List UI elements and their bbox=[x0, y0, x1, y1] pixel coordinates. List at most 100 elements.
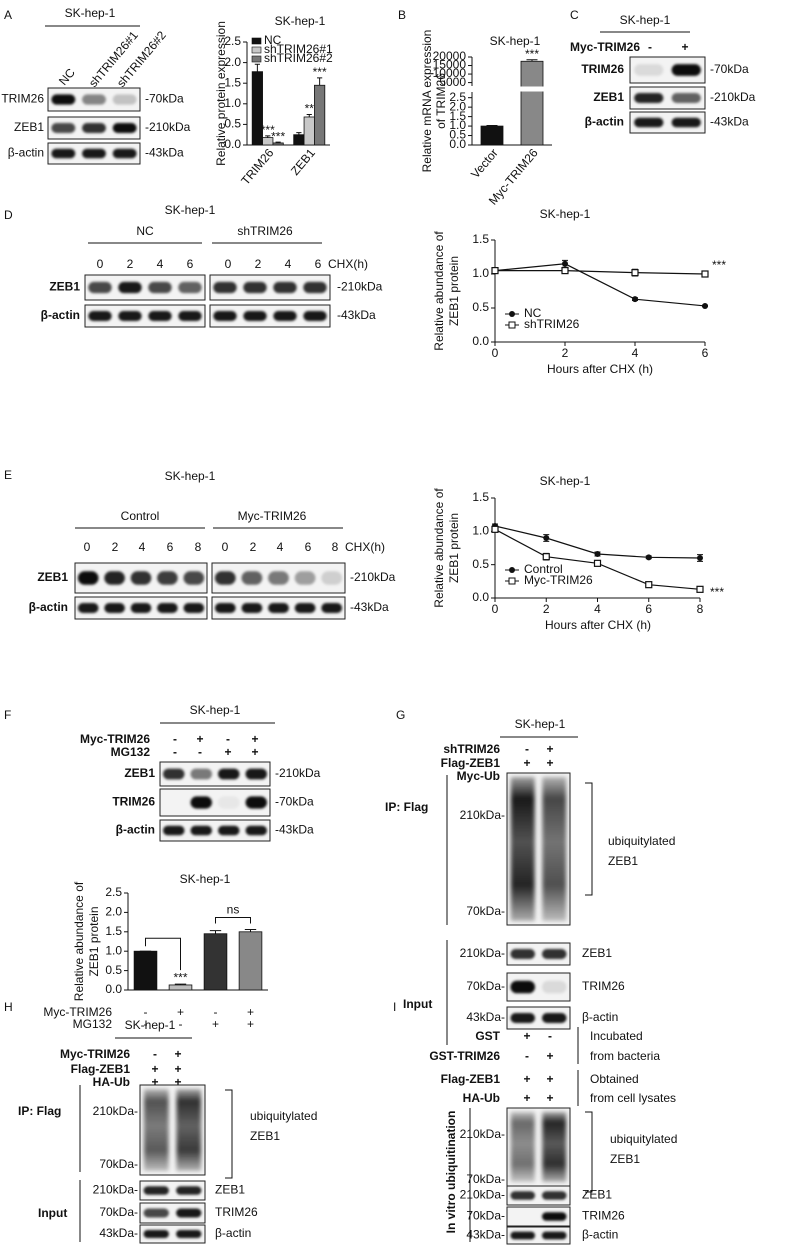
error-bar bbox=[254, 63, 260, 72]
legend-label: NC bbox=[264, 33, 282, 47]
legend-label: shTRIM26#2 bbox=[264, 51, 333, 65]
band bbox=[183, 571, 205, 585]
chart-title: SK-hep-1 bbox=[490, 34, 541, 48]
panel-letter: I bbox=[393, 1000, 396, 1014]
error-bar bbox=[209, 930, 222, 934]
row-label: β-actin bbox=[29, 600, 68, 614]
band bbox=[77, 571, 99, 585]
error-bar bbox=[275, 141, 281, 143]
panel-letter: B bbox=[398, 8, 406, 22]
condition-name: shTRIM26 bbox=[443, 742, 500, 756]
condition-sign: - bbox=[198, 745, 202, 759]
band bbox=[321, 571, 343, 585]
bar bbox=[314, 84, 326, 146]
point bbox=[593, 559, 602, 567]
point bbox=[491, 267, 499, 275]
time-unit: CHX(h) bbox=[345, 540, 385, 554]
condition-sign: + bbox=[546, 1049, 553, 1063]
y-tick-label: 1.5 bbox=[224, 75, 241, 89]
panel-letter: F bbox=[4, 708, 11, 722]
row-label: β-actin bbox=[41, 308, 80, 322]
band bbox=[112, 123, 137, 133]
blot-frame bbox=[209, 304, 331, 328]
band bbox=[157, 571, 178, 585]
row-label: β-actin bbox=[8, 146, 44, 160]
size-label: -70kDa bbox=[710, 62, 749, 76]
bracket bbox=[585, 782, 593, 896]
band bbox=[241, 571, 263, 585]
condition-name: Myc-Ub bbox=[457, 769, 500, 783]
condition-sign: - bbox=[525, 742, 529, 756]
smear bbox=[542, 777, 567, 921]
y-tick-label: 2.0 bbox=[224, 55, 241, 69]
annotation: ubiquitylated bbox=[610, 1132, 677, 1146]
marker-label: 70kDa- bbox=[99, 1157, 138, 1171]
time-label: 4 bbox=[139, 540, 146, 554]
band bbox=[268, 571, 289, 585]
band bbox=[143, 1186, 169, 1195]
condition-sign: + bbox=[523, 1029, 530, 1043]
band bbox=[82, 123, 106, 133]
band bbox=[510, 980, 536, 994]
marker-label: 70kDa- bbox=[466, 904, 505, 918]
comparison-label: ns bbox=[227, 903, 240, 917]
condition-sign: - bbox=[226, 732, 230, 746]
band bbox=[157, 603, 178, 613]
error-bar bbox=[174, 983, 187, 985]
condition-name: Flag-ZEB1 bbox=[71, 1062, 131, 1076]
time-label: 4 bbox=[277, 540, 284, 554]
significance: *** bbox=[261, 123, 275, 137]
band bbox=[245, 825, 267, 836]
cell-line: SK-hep-1 bbox=[165, 469, 216, 483]
blot-frame bbox=[629, 111, 706, 134]
time-label: 8 bbox=[332, 540, 339, 554]
chart-title: SK-hep-1 bbox=[540, 474, 591, 488]
size-label: -210kDa bbox=[275, 766, 321, 780]
x-tick-label: 6 bbox=[702, 346, 709, 360]
y-tick-label: 10000 bbox=[433, 66, 467, 80]
panel-letter: G bbox=[396, 708, 405, 722]
condition-sign: + bbox=[212, 1017, 219, 1031]
point bbox=[594, 551, 601, 557]
band bbox=[243, 281, 267, 294]
point bbox=[702, 302, 708, 309]
condition-sign: + bbox=[174, 1075, 181, 1089]
y-tick-label: 0.5 bbox=[449, 128, 466, 142]
bar bbox=[303, 116, 315, 146]
error-bar bbox=[526, 59, 538, 62]
condition-sign: - bbox=[173, 732, 177, 746]
band bbox=[163, 825, 185, 836]
bar bbox=[133, 950, 158, 991]
y-tick-label: 1.5 bbox=[449, 109, 466, 123]
chart-title: SK-hep-1 bbox=[180, 872, 231, 886]
significance: *** bbox=[313, 65, 327, 79]
legend-label: shTRIM26#1 bbox=[264, 42, 333, 56]
condition-name: GST-TRIM26 bbox=[429, 1049, 500, 1063]
x-axis-label: Hours after CHX (h) bbox=[547, 362, 653, 376]
row-label: ZEB1 bbox=[215, 1183, 245, 1197]
annotation: *** bbox=[710, 585, 724, 599]
y-tick-label: 2.0 bbox=[105, 905, 122, 919]
bar bbox=[293, 134, 305, 146]
band bbox=[88, 281, 112, 294]
y-tick-label: 1.0 bbox=[472, 524, 489, 538]
bar bbox=[168, 984, 193, 991]
significance: *** bbox=[525, 47, 539, 61]
row-label: β-actin bbox=[116, 823, 155, 837]
y-tick-label: 0.5 bbox=[105, 963, 122, 977]
marker-label: 210kDa- bbox=[460, 808, 505, 822]
y-tick-label: 0.0 bbox=[224, 137, 241, 151]
condition-name: Myc-TRIM26 bbox=[60, 1047, 130, 1061]
time-label: 0 bbox=[225, 257, 232, 271]
condition-sign: - bbox=[214, 1005, 218, 1019]
marker-label: 70kDa- bbox=[466, 1209, 505, 1223]
ip-label: IP: Flag bbox=[18, 1104, 61, 1118]
blot-frame bbox=[139, 1180, 206, 1201]
input-label: Input bbox=[38, 1206, 67, 1220]
band bbox=[143, 1229, 169, 1239]
band bbox=[671, 117, 701, 128]
y-tick-label: 0.0 bbox=[472, 334, 489, 348]
band bbox=[118, 311, 142, 321]
band bbox=[130, 571, 152, 585]
blot-frame bbox=[139, 1224, 206, 1244]
